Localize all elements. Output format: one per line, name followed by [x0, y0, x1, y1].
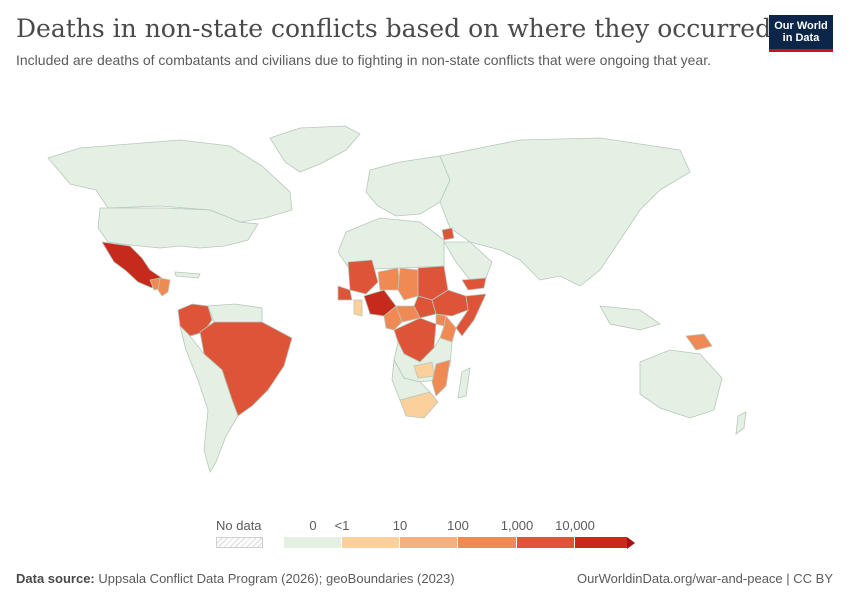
legend-arrow-gt10000	[627, 537, 635, 549]
country-somalia[interactable]	[455, 293, 487, 337]
region-southeast-asia[interactable]	[599, 305, 661, 331]
legend-tick-lt1: <1	[334, 518, 350, 533]
country-australia[interactable]	[639, 349, 723, 419]
chart-subtitle: Included are deaths of combatants and ci…	[16, 52, 711, 68]
country-usa[interactable]	[97, 207, 259, 249]
legend-tick-0: 0	[309, 518, 317, 533]
legend-no-data-swatch[interactable]	[216, 537, 263, 548]
country-niger[interactable]	[377, 267, 401, 291]
country-mali[interactable]	[347, 259, 379, 295]
legend-no-data-label: No data	[216, 518, 262, 533]
country-madagascar[interactable]	[457, 367, 471, 399]
region-north-america[interactable]	[47, 139, 293, 223]
title-text: Deaths in non-state conflicts based on w…	[16, 14, 772, 43]
country-ghana[interactable]	[353, 299, 363, 317]
region-caribbean[interactable]	[174, 271, 201, 279]
country-yemen[interactable]	[461, 277, 487, 291]
country-south-sudan[interactable]	[413, 295, 437, 319]
region-south-america-west[interactable]	[179, 324, 239, 474]
country-syria[interactable]	[441, 227, 455, 241]
legend-bin-1000-10000[interactable]	[575, 537, 627, 548]
country-cameroon[interactable]	[383, 305, 403, 331]
legend-tick-1000: 1,000	[500, 518, 534, 533]
region-arabia[interactable]	[443, 241, 493, 281]
country-honduras[interactable]	[157, 277, 171, 297]
country-mozambique[interactable]	[431, 359, 451, 397]
logo-line-2: in Data	[782, 32, 820, 44]
country-chad[interactable]	[397, 267, 419, 301]
legend-bin-lt1[interactable]	[342, 537, 400, 548]
legend-bin-100-1000[interactable]	[517, 537, 575, 548]
data-source: Data source: Uppsala Conflict Data Progr…	[16, 571, 455, 586]
country-greenland[interactable]	[269, 125, 361, 173]
legend-tick-10000: 10,000	[555, 518, 595, 533]
logo-line-1: Our World	[774, 20, 828, 32]
region-europe[interactable]	[365, 155, 451, 217]
legend-tick-100: 100	[447, 518, 469, 533]
data-source-label: Data source:	[16, 571, 95, 586]
country-papua-new-guinea[interactable]	[685, 333, 713, 351]
footer-link[interactable]: OurWorldinData.org/war-and-peace | CC BY	[576, 571, 833, 586]
chart-title: Deaths in non-state conflicts based on w…	[16, 14, 822, 43]
world-map[interactable]	[0, 110, 850, 510]
region-southwest-africa[interactable]	[391, 358, 431, 401]
region-north-south-america[interactable]	[207, 303, 263, 325]
data-source-text: Uppsala Conflict Data Program (2026); ge…	[98, 571, 455, 586]
legend-tick-10: 10	[392, 518, 408, 533]
country-burkina-faso[interactable]	[337, 285, 353, 301]
legend-bin-zero[interactable]	[284, 537, 342, 548]
legend-bin-1-10[interactable]	[400, 537, 458, 548]
owid-logo[interactable]: Our World in Data	[769, 15, 833, 52]
country-new-zealand[interactable]	[735, 411, 747, 435]
legend-bin-10-100[interactable]	[458, 537, 517, 548]
